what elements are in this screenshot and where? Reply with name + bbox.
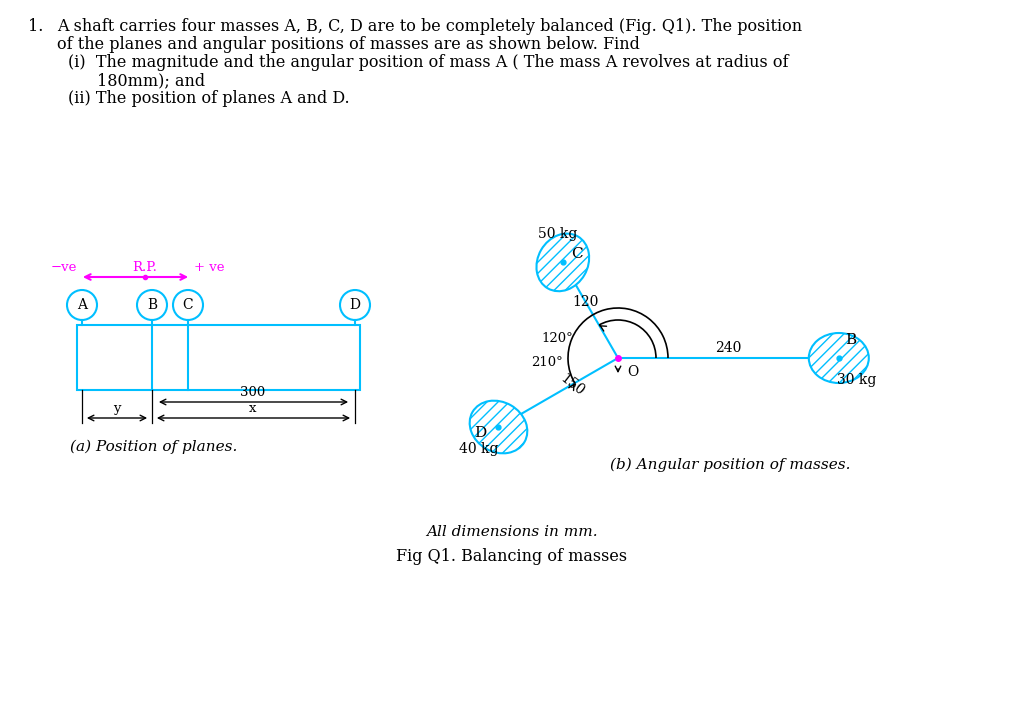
Text: B: B: [146, 298, 157, 312]
Text: D: D: [474, 426, 486, 440]
Text: A shaft carries four masses A, B, C, D are to be completely balanced (Fig. Q1). : A shaft carries four masses A, B, C, D a…: [57, 18, 802, 35]
Text: 40 kg: 40 kg: [459, 442, 499, 456]
Bar: [77, 325, 360, 390]
Text: of the planes and angular positions of masses are as shown below. Find: of the planes and angular positions of m…: [57, 36, 640, 53]
Text: A: A: [77, 298, 87, 312]
Ellipse shape: [470, 401, 527, 453]
Text: 50 kg: 50 kg: [539, 228, 578, 241]
Ellipse shape: [537, 233, 589, 291]
Text: (b) Angular position of masses.: (b) Angular position of masses.: [609, 458, 850, 472]
Text: C: C: [182, 298, 194, 312]
Text: C: C: [571, 247, 583, 262]
Ellipse shape: [809, 333, 868, 383]
Text: D: D: [349, 298, 360, 312]
Text: −ve: −ve: [50, 261, 77, 274]
Text: Fig Q1. Balancing of masses: Fig Q1. Balancing of masses: [396, 548, 628, 565]
Text: 210°: 210°: [531, 357, 563, 369]
Text: 30 kg: 30 kg: [837, 373, 877, 387]
Text: 150: 150: [557, 371, 587, 398]
Text: 120: 120: [572, 295, 599, 309]
Text: (ii) The position of planes A and D.: (ii) The position of planes A and D.: [68, 90, 349, 107]
Text: x: x: [249, 402, 257, 415]
Text: 300: 300: [241, 386, 265, 399]
Text: B: B: [845, 333, 856, 347]
Text: 180mm); and: 180mm); and: [97, 72, 205, 89]
Text: (i)  The magnitude and the angular position of mass A ( The mass A revolves at r: (i) The magnitude and the angular positi…: [68, 54, 788, 71]
Text: 120°: 120°: [542, 332, 573, 345]
Text: R.P.: R.P.: [132, 261, 158, 274]
Text: O: O: [627, 365, 638, 379]
Text: 1.: 1.: [28, 18, 43, 35]
Text: 240: 240: [715, 341, 741, 355]
Text: + ve: + ve: [194, 261, 224, 274]
Text: (a) Position of planes.: (a) Position of planes.: [70, 440, 238, 454]
Text: All dimensions in mm.: All dimensions in mm.: [426, 525, 598, 539]
Text: y: y: [114, 402, 121, 415]
